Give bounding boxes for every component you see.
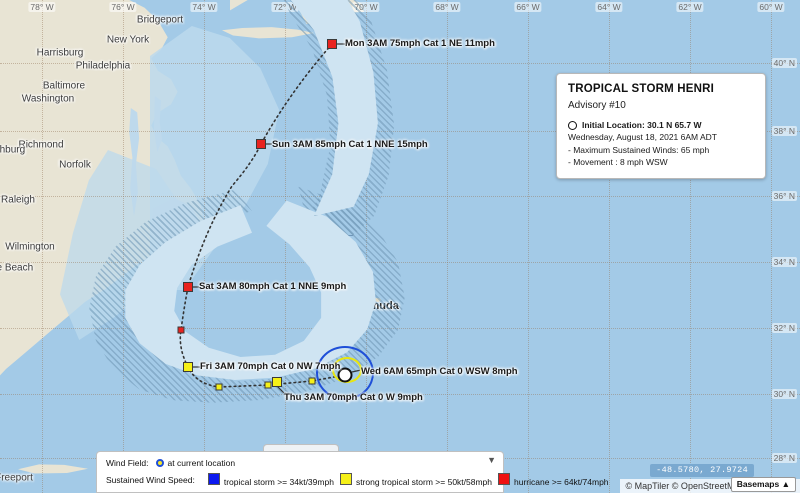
graticule-meridian <box>285 0 286 493</box>
graticule-meridian <box>690 0 691 493</box>
longitude-tick: 60° W <box>757 2 785 12</box>
landmass-grand-bahama <box>18 464 88 474</box>
graticule-meridian <box>528 0 529 493</box>
longitude-tick: 70° W <box>352 2 380 12</box>
city-label: Norfolk <box>59 159 91 171</box>
track-point-marker[interactable] <box>272 377 282 387</box>
track-point-label: Sat 3AM 80mph Cat 1 NNE 9mph <box>199 281 347 292</box>
initial-location-text: Initial Location: 30.1 N 65.7 W <box>582 120 702 130</box>
city-label: Harrisburg <box>36 47 84 59</box>
longitude-tick: 76° W <box>109 2 137 12</box>
city-label: Philadelphia <box>75 60 131 72</box>
latitude-tick: 28° N <box>771 453 797 463</box>
landmass-long-island <box>222 27 314 39</box>
latitude-tick: 32° N <box>771 323 797 333</box>
chesapeake-bay <box>129 108 140 216</box>
longitude-tick: 72° W <box>271 2 299 12</box>
track-midpoint-marker[interactable] <box>215 383 223 391</box>
track-point-marker[interactable] <box>183 362 193 372</box>
longitude-tick: 64° W <box>595 2 623 12</box>
track-point-marker[interactable] <box>183 282 193 292</box>
latitude-tick: 34° N <box>771 257 797 267</box>
track-midpoint-marker[interactable] <box>308 377 316 385</box>
latitude-tick: 38° N <box>771 126 797 136</box>
city-label: Raleigh <box>1 194 35 206</box>
city-label: Myrtle Beach <box>0 262 34 274</box>
city-label: Washington <box>21 93 75 105</box>
longitude-tick: 66° W <box>514 2 542 12</box>
track-point-label: Wed 6AM 65mph Cat 0 WSW 8mph <box>361 366 518 377</box>
graticule-parallel <box>0 394 800 395</box>
longitude-tick: 68° W <box>433 2 461 12</box>
legend-drag-tab[interactable] <box>263 444 339 453</box>
track-midpoint-marker[interactable] <box>177 326 185 334</box>
wind-field-icon <box>155 459 164 467</box>
city-label: Baltimore <box>42 80 86 92</box>
location-marker-icon <box>568 121 577 130</box>
track-point-label: Thu 3AM 70mph Cat 0 W 9mph <box>284 392 423 403</box>
graticule-parallel <box>0 63 800 64</box>
graticule-meridian <box>447 0 448 493</box>
legend-category-list: tropical storm >= 34kt/39mph strong tropi… <box>202 473 609 487</box>
legend-category-label: strong tropical storm >= 50kt/58mph <box>355 477 493 487</box>
graticule-meridian <box>42 0 43 493</box>
latitude-tick: 30° N <box>771 389 797 399</box>
delaware-bay <box>153 96 163 152</box>
storm-info-panel: TROPICAL STORM HENRI Advisory #10 Initia… <box>556 73 766 180</box>
latitude-tick: 36° N <box>771 191 797 201</box>
legend-category-label: hurricane >= 64kt/74mph <box>514 477 609 487</box>
legend-wind-field-row: Wind Field: at current location <box>106 458 494 468</box>
track-point-marker[interactable] <box>327 39 337 49</box>
legend-wind-speed-row: Sustained Wind Speed: tropical storm >= … <box>106 473 609 487</box>
legend-wind-field-value: at current location <box>167 458 236 468</box>
longitude-tick: 62° W <box>676 2 704 12</box>
latitude-tick: 40° N <box>771 58 797 68</box>
legend-category-label: tropical storm >= 34kt/39mph <box>223 477 334 487</box>
graticule-meridian <box>609 0 610 493</box>
coordinate-readout: -48.5780, 27.9724 <box>650 464 754 477</box>
storm-title: TROPICAL STORM HENRI <box>568 83 715 95</box>
advisory-number: Advisory #10 <box>568 100 626 111</box>
legend-collapse-icon[interactable]: ▼ <box>487 455 496 465</box>
track-point-marker[interactable] <box>256 139 266 149</box>
city-label: Freeport <box>0 472 33 484</box>
city-label: Wilmington <box>5 241 55 253</box>
city-label: Bridgeport <box>136 14 184 26</box>
storm-movement: - Movement : 8 mph WSW <box>568 156 668 167</box>
track-point-label: Sun 3AM 85mph Cat 1 NNE 15mph <box>272 139 428 150</box>
city-label: Lynchburg <box>0 144 26 156</box>
max-sustained-winds: - Maximum Sustained Winds: 65 mph <box>568 144 710 155</box>
basemaps-button[interactable]: Basemaps ▲ <box>730 477 796 492</box>
graticule-parallel <box>0 328 800 329</box>
city-label: New York <box>106 34 150 46</box>
graticule-meridian <box>771 0 772 493</box>
legend-wind-field-label: Wind Field: <box>106 458 149 468</box>
legend-speed-label: Sustained Wind Speed: <box>106 475 195 485</box>
city-label: Richmond <box>18 139 64 151</box>
graticule-parallel <box>0 131 800 132</box>
legend-color-swatch <box>207 473 220 485</box>
track-point-label: Mon 3AM 75mph Cat 1 NE 11mph <box>345 38 495 49</box>
graticule-parallel <box>0 196 800 197</box>
legend-panel: ▼ Wind Field: at current location Sustai… <box>96 451 609 493</box>
initial-location-row: Initial Location: 30.1 N 65.7 W <box>568 119 754 131</box>
longitude-tick: 78° W <box>28 2 56 12</box>
graticule-parallel <box>0 262 800 263</box>
storm-datetime: Wednesday, August 18, 2021 6AM ADT <box>568 132 717 143</box>
track-point-label: Fri 3AM 70mph Cat 0 NW 7mph <box>200 361 341 372</box>
longitude-tick: 74° W <box>190 2 218 12</box>
legend-color-swatch <box>339 473 352 485</box>
legend-color-swatch <box>498 473 511 485</box>
track-midpoint-marker[interactable] <box>264 381 272 389</box>
